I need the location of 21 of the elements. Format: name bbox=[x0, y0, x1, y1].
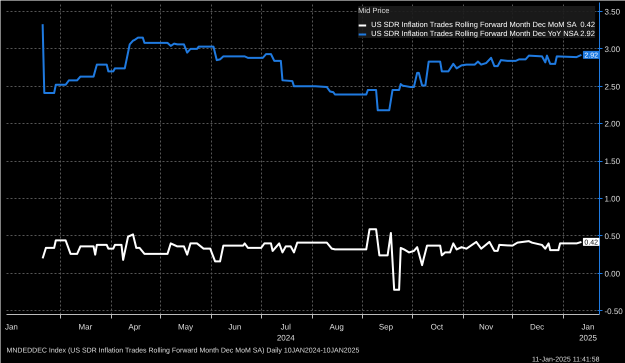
y-tick-label: 1.00 bbox=[604, 194, 621, 204]
x-tick-label: Jan 2025 bbox=[579, 322, 598, 342]
x-tick-label: Aug bbox=[330, 322, 344, 332]
x-tick-label: Oct bbox=[430, 322, 444, 332]
x-tick-label: Jan bbox=[4, 322, 18, 332]
y-tick-label: 1.50 bbox=[604, 157, 621, 166]
y-tick-label: 3.50 bbox=[604, 7, 621, 16]
x-tick-label: Mar bbox=[78, 322, 93, 332]
x-tick-label: Dec bbox=[530, 322, 544, 332]
x-tick-label: Jun bbox=[228, 322, 242, 332]
x-tick-label: Nov bbox=[479, 322, 494, 332]
y-tick-label: 0.00 bbox=[604, 269, 621, 278]
y-tick-label: 0.50 bbox=[604, 232, 621, 241]
x-tick-label: Sep bbox=[378, 322, 394, 332]
y-tick-label: 2.50 bbox=[604, 82, 621, 92]
x-tick-label: Jul 2024 bbox=[276, 322, 296, 342]
x-tick-label: Apr bbox=[128, 322, 142, 332]
y-tick-label: -0.50 bbox=[604, 306, 624, 316]
x-tick-label: May bbox=[178, 322, 194, 332]
y-tick-label: 3.00 bbox=[604, 44, 621, 54]
y-tick-label: 2.00 bbox=[604, 120, 621, 129]
